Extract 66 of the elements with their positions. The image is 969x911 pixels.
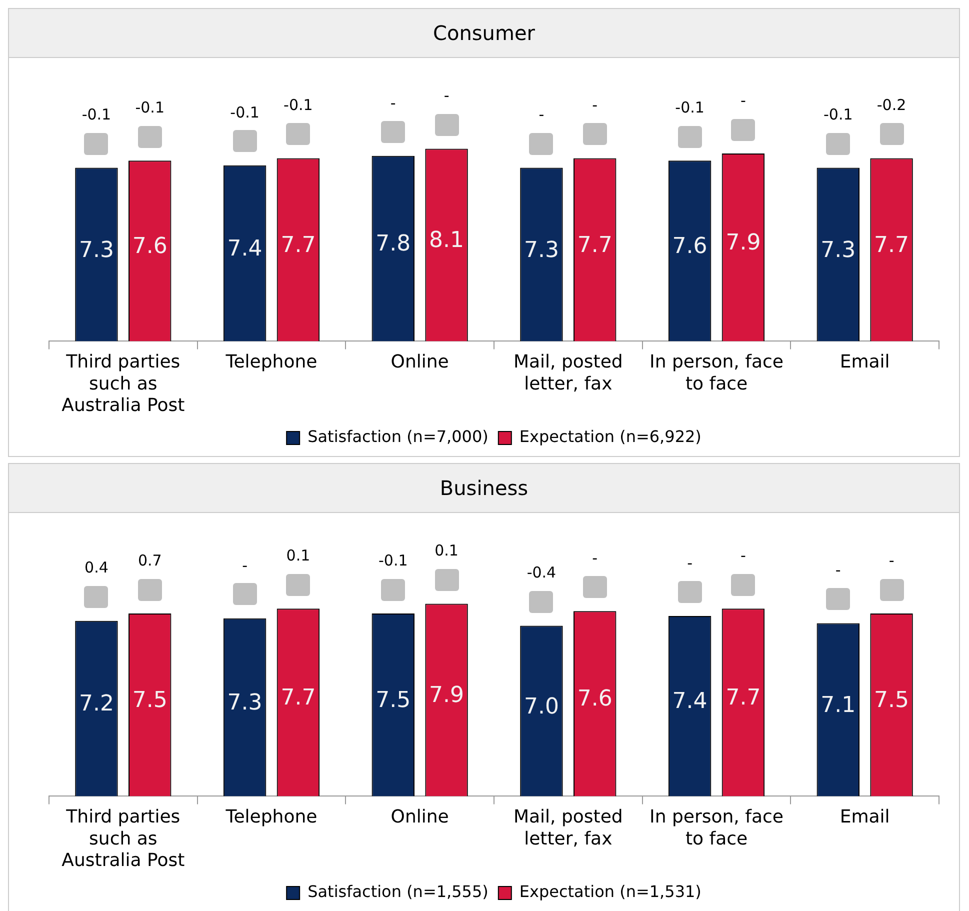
x-tick-label: Third parties such as Australia Post (62, 352, 185, 416)
legend-label: Satisfaction (n=1,555) (308, 882, 488, 902)
data-label: 7.6 (132, 234, 168, 260)
text: - (835, 561, 841, 580)
data-label: 7.9 (726, 230, 761, 256)
text: 0.1 (434, 542, 458, 560)
text: -0.4 (526, 564, 556, 582)
data-label: 7.1 (820, 693, 856, 718)
data-label: 7.6 (577, 686, 612, 712)
text: - (888, 551, 894, 570)
data-label: 7.2 (78, 692, 114, 717)
data-label: 7.6 (672, 234, 708, 260)
data-label: 7.5 (132, 688, 168, 713)
text: - (538, 106, 544, 124)
text: -0.1 (378, 551, 408, 570)
text: - (740, 546, 746, 565)
data-label: 7.9 (429, 682, 464, 708)
text: -0.1 (135, 98, 165, 117)
text: -0.1 (284, 96, 313, 114)
data-label: 7.3 (78, 238, 114, 263)
data-label: 7.5 (874, 688, 910, 713)
x-tick-label: Email (840, 352, 890, 373)
text: -0.1 (82, 106, 112, 124)
x-tick-label: In person, face to face (650, 806, 784, 850)
legend-label: Satisfaction (n=7,000) (308, 427, 488, 446)
data-label: 7.3 (227, 690, 262, 716)
text: 0.4 (84, 558, 108, 577)
data-label: 7.0 (524, 694, 559, 720)
x-tick-label: Third parties such as Australia Post (62, 806, 185, 871)
text: -0.2 (876, 96, 906, 114)
data-label: 7.4 (227, 236, 262, 262)
legend-label: Expectation (n=1,531) (519, 882, 702, 902)
text: - (444, 86, 450, 105)
data-label: 7.3 (524, 238, 559, 263)
text: - (242, 556, 248, 574)
data-label: 7.8 (376, 232, 411, 257)
x-tick-label: Online (390, 352, 449, 373)
data-label: 8.1 (429, 228, 464, 253)
text: -0.1 (230, 103, 260, 122)
data-label: 7.5 (376, 688, 411, 713)
legend-label: Expectation (n=6,922) (519, 427, 702, 446)
text: -0.1 (675, 98, 704, 117)
data-label: 7.7 (874, 232, 910, 258)
x-tick-label: Mail, posted letter, fax (513, 352, 623, 394)
x-tick-label: Mail, posted letter, fax (513, 806, 623, 850)
text: - (687, 554, 693, 572)
data-label: 7.7 (726, 685, 761, 710)
data-label: 7.7 (577, 232, 612, 258)
chart-title: Consumer (9, 9, 959, 58)
x-tick-label: Online (390, 806, 449, 828)
x-tick-label: In person, face to face (650, 352, 784, 394)
x-tick-label: Email (840, 806, 890, 828)
text: - (592, 549, 598, 567)
data-label: 7.3 (820, 238, 856, 263)
x-tick-label: Telephone (224, 352, 318, 373)
x-tick-label: Telephone (224, 806, 318, 828)
text: 0.7 (138, 551, 162, 570)
text: - (592, 96, 598, 114)
chart-title: Business (9, 464, 959, 513)
text: 0.1 (286, 546, 310, 565)
data-label: 7.7 (280, 232, 316, 258)
data-label: 7.4 (672, 689, 708, 714)
data-label: 7.7 (280, 685, 316, 710)
text: -0.1 (823, 106, 853, 124)
text: - (390, 94, 396, 112)
text: - (740, 91, 746, 110)
